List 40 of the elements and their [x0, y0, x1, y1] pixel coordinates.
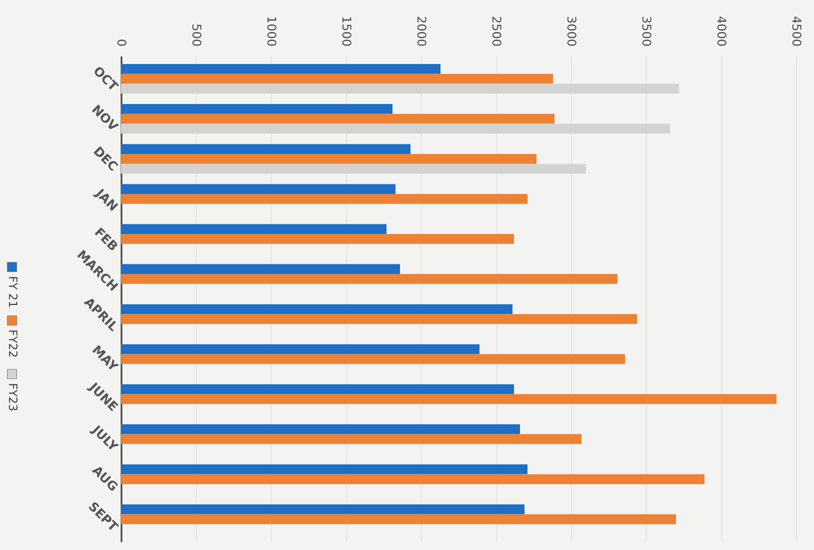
bar — [121, 354, 625, 364]
bar — [121, 184, 396, 194]
bar — [121, 344, 480, 354]
bar — [121, 424, 520, 434]
bar — [121, 384, 514, 394]
bar — [121, 264, 400, 274]
bar — [121, 434, 582, 444]
bar — [121, 504, 524, 514]
bar — [121, 274, 618, 284]
bar — [121, 154, 536, 164]
bar — [121, 84, 679, 94]
legend-label: FY23 — [6, 383, 20, 412]
x-tick-label: 1500 — [340, 16, 354, 46]
x-tick-label: 2000 — [414, 16, 428, 46]
x-tick-label: 1000 — [264, 16, 278, 46]
bar — [121, 104, 392, 114]
bar — [121, 224, 386, 234]
bar — [121, 194, 528, 204]
bar — [121, 474, 704, 484]
legend-label: FY22 — [6, 330, 20, 358]
legend-label: FY 21 — [6, 276, 20, 308]
x-tick-label: 4500 — [790, 16, 804, 46]
x-tick-label: 3000 — [564, 16, 578, 46]
bar — [121, 234, 514, 244]
bar — [121, 144, 410, 154]
bar — [121, 114, 554, 124]
x-tick-label: 4000 — [714, 16, 728, 46]
x-tick-label: 500 — [190, 24, 204, 46]
bar — [121, 514, 676, 524]
x-tick-label: 3500 — [640, 16, 654, 46]
bar — [121, 314, 637, 324]
bar — [121, 164, 586, 174]
bar — [121, 394, 776, 404]
bar — [121, 464, 528, 474]
bar — [121, 64, 440, 74]
x-tick-label: 0 — [114, 38, 128, 46]
bar — [121, 74, 553, 84]
x-tick-label: 2500 — [490, 16, 504, 46]
bar — [121, 304, 512, 314]
bar — [121, 124, 670, 134]
